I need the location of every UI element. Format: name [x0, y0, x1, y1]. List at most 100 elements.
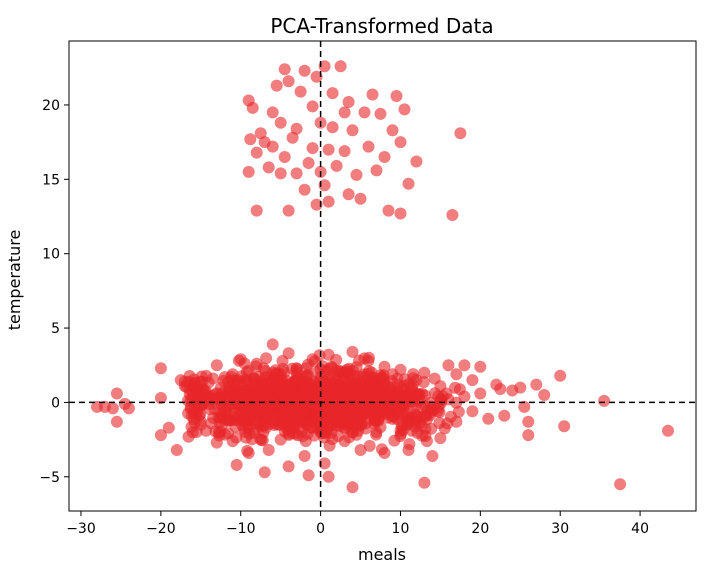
scatter-point — [218, 404, 231, 417]
scatter-point — [338, 435, 351, 448]
scatter-point — [202, 397, 215, 410]
scatter-point — [250, 401, 262, 414]
scatter-point — [110, 415, 123, 428]
x-axis-ticks: −30 −20 −10 0 10 20 30 40 — [66, 511, 649, 537]
scatter-point — [226, 368, 239, 381]
y-axis-label: temperature — [5, 230, 24, 331]
scatter-point — [346, 393, 359, 406]
scatter-point — [362, 140, 375, 153]
scatter-point — [466, 374, 479, 387]
x-tick-label: 0 — [316, 521, 325, 537]
scatter-point — [296, 430, 309, 443]
scatter-point — [363, 373, 375, 386]
scatter-point — [450, 368, 463, 381]
scatter-point — [662, 424, 674, 437]
scatter-point — [278, 63, 291, 76]
scatter-point — [282, 460, 295, 473]
scatter-point — [330, 159, 343, 172]
scatter-point — [244, 376, 257, 389]
scatter-point — [410, 155, 423, 168]
scatter-point — [418, 476, 431, 489]
scatter-point — [338, 106, 351, 119]
scatter-point — [194, 418, 207, 431]
scatter-point — [514, 381, 527, 394]
x-tick-label: 10 — [392, 521, 410, 537]
scatter-point — [294, 85, 307, 98]
x-tick-label: −20 — [146, 521, 176, 537]
scatter-point — [498, 409, 511, 422]
scatter-point — [318, 179, 331, 192]
x-tick-label: −10 — [226, 521, 256, 537]
scatter-point — [210, 359, 223, 372]
scatter-point — [302, 469, 315, 482]
scatter-point — [402, 177, 415, 190]
scatter-point — [446, 209, 459, 221]
scatter-point — [494, 383, 507, 395]
x-tick-label: 40 — [631, 521, 649, 537]
scatter-point — [323, 407, 336, 420]
scatter-point — [306, 142, 319, 155]
scatter-point — [248, 426, 261, 439]
scatter-point — [378, 447, 391, 459]
scatter-point — [394, 363, 407, 376]
scatter-point — [186, 426, 199, 439]
y-tick-label: 5 — [51, 321, 60, 337]
scatter-point — [338, 375, 351, 388]
scatter-point — [366, 88, 379, 101]
scatter-point — [298, 64, 311, 77]
scatter-point — [322, 143, 335, 156]
scatter-points-layer — [91, 60, 674, 494]
scatter-point — [318, 457, 331, 470]
scatter-point — [234, 389, 247, 401]
scatter-point — [110, 387, 123, 400]
scatter-point — [154, 392, 167, 404]
scatter-point — [598, 394, 611, 407]
scatter-point — [434, 380, 447, 393]
scatter-point — [518, 400, 531, 413]
scatter-point — [298, 183, 311, 196]
scatter-point — [266, 106, 279, 119]
scatter-point — [346, 426, 359, 439]
scatter-point — [342, 188, 355, 201]
scatter-point — [350, 168, 363, 181]
scatter-point — [370, 164, 383, 177]
scatter-point — [385, 381, 397, 394]
scatter-point — [346, 124, 359, 137]
y-tick-label: 0 — [51, 395, 60, 411]
scatter-point — [322, 389, 335, 401]
scatter-point — [262, 161, 275, 174]
scatter-point — [106, 402, 119, 415]
scatter-point — [266, 140, 279, 153]
scatter-point — [474, 360, 487, 373]
scatter-point — [614, 478, 627, 491]
scatter-point — [418, 366, 431, 379]
scatter-point — [254, 375, 267, 388]
scatter-point — [558, 420, 571, 433]
scatter-point — [374, 107, 387, 120]
scatter-point — [370, 426, 383, 439]
scatter-point — [274, 433, 287, 446]
scatter-point — [334, 60, 347, 73]
scatter-point — [257, 426, 270, 439]
scatter-point — [354, 192, 367, 205]
scatter-point — [342, 96, 355, 108]
scatter-point — [410, 414, 423, 427]
scatter-point — [242, 447, 255, 459]
scatter-point — [270, 79, 283, 92]
scatter-point — [354, 444, 367, 456]
scatter-point — [274, 405, 287, 418]
scatter-point — [178, 375, 191, 388]
scatter-point — [274, 116, 287, 129]
scatter-point — [170, 444, 183, 456]
y-tick-label: 10 — [42, 247, 60, 263]
x-tick-label: 30 — [551, 521, 569, 537]
scatter-point — [442, 359, 455, 372]
y-tick-label: 15 — [42, 172, 60, 188]
scatter-point — [300, 362, 313, 375]
scatter-point — [154, 429, 167, 442]
scatter-point — [122, 402, 135, 415]
scatter-point — [426, 450, 439, 462]
scatter-point — [426, 403, 439, 416]
scatter-point — [310, 198, 323, 211]
